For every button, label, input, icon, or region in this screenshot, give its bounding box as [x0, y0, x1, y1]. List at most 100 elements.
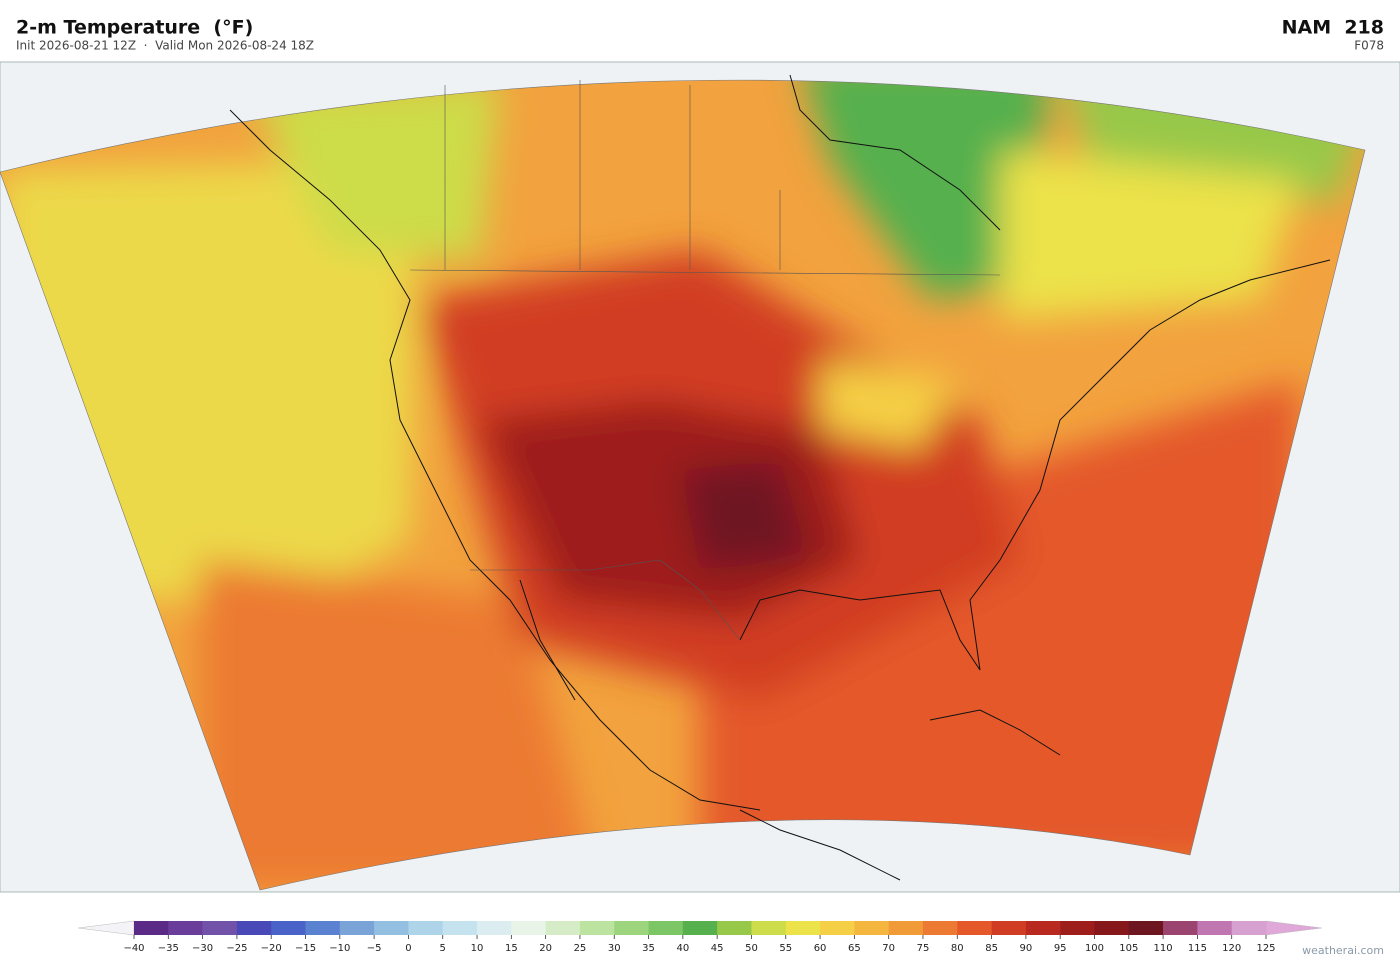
- coastline: [229, 109, 761, 811]
- color-bin: [922, 921, 958, 935]
- tick-label: 110: [1154, 943, 1173, 954]
- tick-label: 35: [642, 943, 655, 954]
- color-bin: [1128, 921, 1164, 935]
- tick-label: −15: [295, 943, 316, 954]
- tick-label: 85: [985, 943, 998, 954]
- tick-label: 75: [917, 943, 930, 954]
- field-blob: [250, 80, 500, 260]
- tick-label: −35: [158, 943, 179, 954]
- tick-label: 30: [608, 943, 621, 954]
- coastline: [789, 74, 1001, 231]
- subtitle: Init 2026-08-21 12Z · Valid Mon 2026-08-…: [16, 39, 314, 53]
- color-bin: [236, 921, 272, 935]
- tick-label: 120: [1222, 943, 1241, 954]
- color-bin: [614, 921, 649, 935]
- coastlines: [229, 74, 1331, 881]
- title: 2-m Temperature (°F): [16, 17, 253, 39]
- field-blob: [700, 380, 1300, 870]
- color-bin: [1060, 921, 1095, 935]
- forecast-hour: F078: [1354, 39, 1384, 53]
- color-bin: [374, 921, 409, 935]
- color-bin: [305, 921, 341, 935]
- field-blobs: [0, 80, 1365, 890]
- field-blob: [820, 360, 960, 450]
- field-blob: [680, 460, 810, 570]
- coastline: [739, 259, 1331, 671]
- temperature-field: [0, 80, 1365, 891]
- coastline: [929, 709, 1061, 756]
- color-bin: [957, 921, 992, 935]
- tick-label: 115: [1188, 943, 1207, 954]
- color-bin: [991, 921, 1027, 935]
- tick-label: 40: [676, 943, 689, 954]
- color-bin: [1197, 921, 1232, 935]
- color-bin: [820, 921, 855, 935]
- tick-label: 125: [1256, 943, 1275, 954]
- color-bin: [785, 921, 821, 935]
- watermark: weatherai.com: [1302, 944, 1384, 957]
- color-bin: [854, 921, 889, 935]
- tick-label: 25: [574, 943, 587, 954]
- tick-label: 95: [1054, 943, 1067, 954]
- field-blob: [1000, 150, 1300, 320]
- color-bin: [339, 921, 375, 935]
- tick-label: 10: [471, 943, 484, 954]
- tick-label: 90: [1020, 943, 1033, 954]
- borders: [409, 80, 1001, 641]
- color-bin: [579, 921, 615, 935]
- tick-label: 80: [951, 943, 964, 954]
- color-bin: [1025, 921, 1061, 935]
- domain-outline: [0, 79, 1366, 891]
- color-bin: [168, 921, 203, 935]
- tick-label: 105: [1119, 943, 1138, 954]
- color-bin: [717, 921, 752, 935]
- tick-label: −40: [123, 943, 144, 954]
- color-bin: [408, 921, 444, 935]
- border: [444, 80, 781, 270]
- color-bin: [751, 921, 787, 935]
- color-bin: [682, 921, 718, 935]
- tick-label: 70: [882, 943, 895, 954]
- color-bin: [888, 921, 924, 935]
- coastline: [519, 579, 576, 701]
- colorbar-under: [77, 920, 135, 936]
- color-bin: [1094, 921, 1130, 935]
- color-bin: [477, 921, 512, 935]
- field-blob: [800, 80, 1050, 300]
- border: [470, 559, 741, 641]
- color-bin: [202, 921, 238, 935]
- tick-label: −20: [261, 943, 282, 954]
- tick-label: 5: [440, 943, 446, 954]
- tick-label: 0: [405, 943, 411, 954]
- field-blob: [200, 560, 600, 890]
- tick-label: 20: [539, 943, 552, 954]
- colorbar: −40 −35 −30 −25 −20 −15 −10 −5 0 5 10 15 20 25 30 35 40 4…: [77, 920, 1323, 954]
- color-bin: [545, 921, 581, 935]
- color-bin: [442, 921, 478, 935]
- tick-label: 100: [1085, 943, 1104, 954]
- tick-label: 65: [848, 943, 861, 954]
- field-blob: [480, 400, 860, 620]
- tick-label: −30: [192, 943, 213, 954]
- color-bin: [1231, 921, 1267, 935]
- border: [409, 269, 1001, 276]
- color-bin: [134, 921, 169, 935]
- tick-label: −10: [329, 943, 350, 954]
- color-bin: [511, 921, 546, 935]
- tick-label: 45: [711, 943, 724, 954]
- tick-label: −25: [226, 943, 247, 954]
- tick-label: 15: [505, 943, 518, 954]
- tick-label: 60: [814, 943, 827, 954]
- tick-label: 55: [779, 943, 792, 954]
- color-bin: [271, 921, 306, 935]
- tick-label: −5: [367, 943, 382, 954]
- coastline: [739, 809, 901, 881]
- map: [0, 61, 1400, 893]
- tick-label: 50: [745, 943, 758, 954]
- color-bin: [648, 921, 684, 935]
- colorbar-over: [1265, 920, 1323, 936]
- model-name: NAM 218: [1282, 17, 1384, 39]
- color-bin: [1163, 921, 1198, 935]
